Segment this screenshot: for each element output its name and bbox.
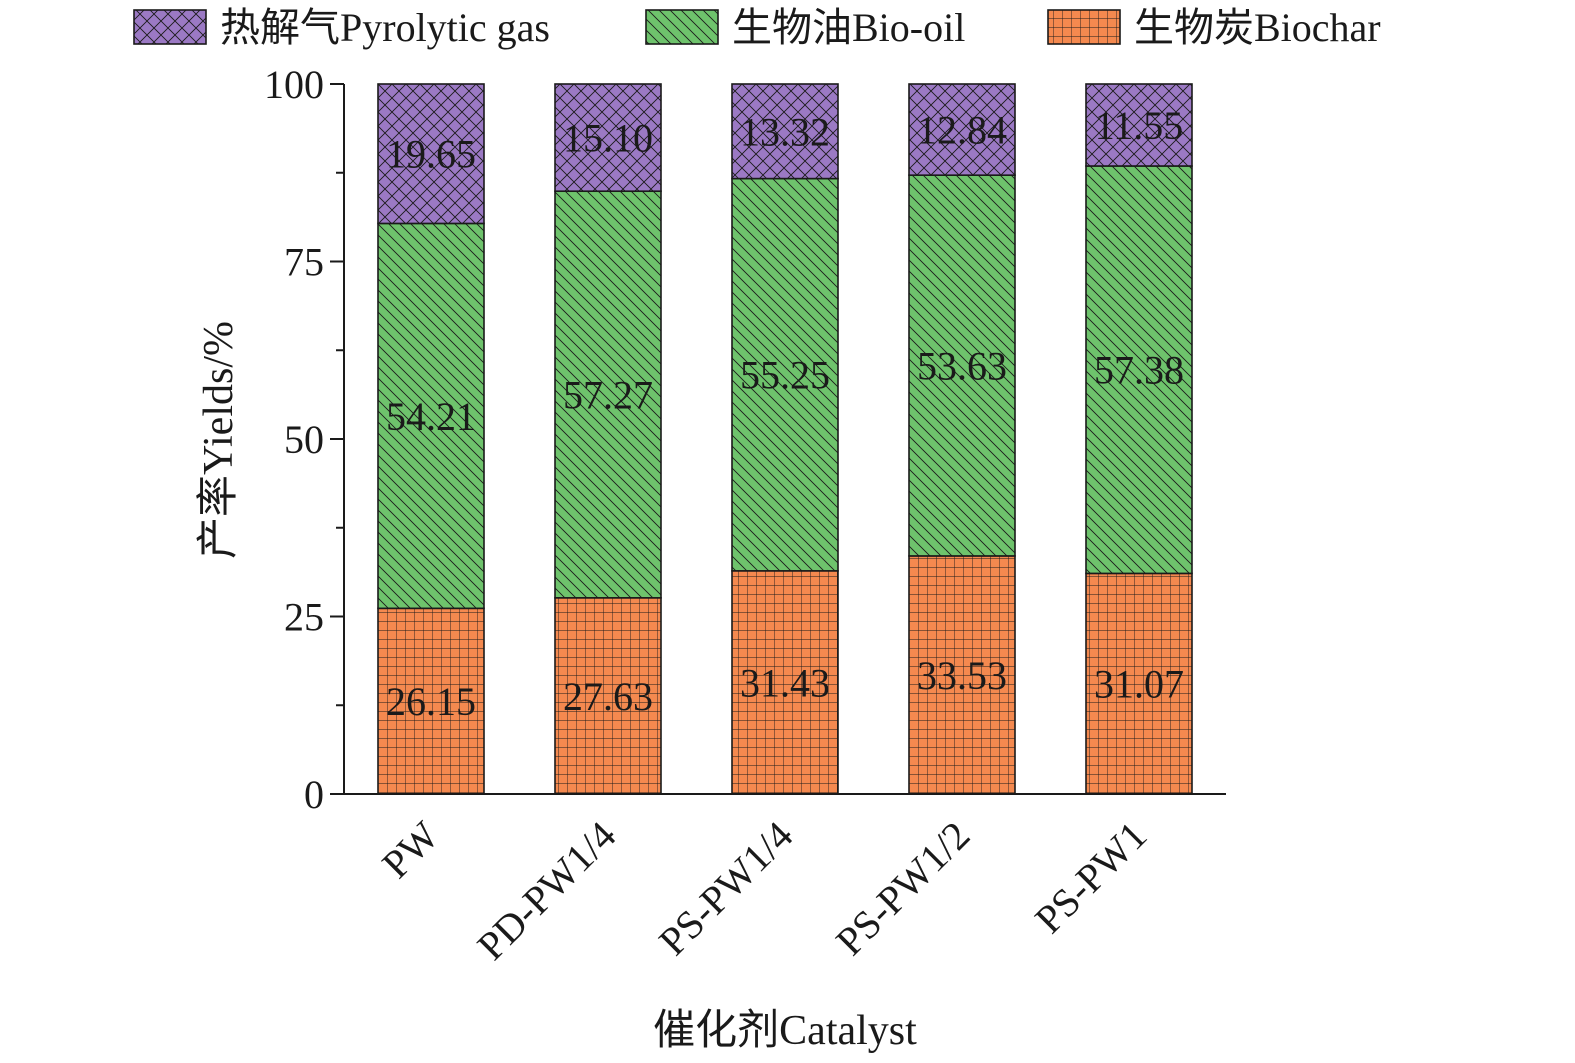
x-tick-label: PS-PW1/2 [827, 813, 978, 964]
legend-label: 生物油Bio-oil [732, 5, 965, 50]
bar-segment [731, 83, 839, 180]
bar-pattern [908, 83, 1016, 176]
data-label: 33.53 [917, 653, 1007, 698]
data-label: 54.21 [386, 394, 476, 439]
bar-segment [908, 174, 1016, 557]
y-tick-label: 50 [284, 417, 324, 462]
bar-pattern [731, 83, 839, 180]
bar-segment [1085, 572, 1193, 795]
y-tick-label: 100 [264, 62, 324, 107]
y-tick-label: 75 [284, 240, 324, 285]
data-label: 11.55 [1095, 103, 1184, 148]
legend-label: 生物炭Biochar [1134, 5, 1381, 50]
bar-segment [554, 190, 662, 599]
legend-swatch-pattern [133, 9, 207, 45]
x-tick-label: PD-PW1/4 [468, 813, 624, 969]
legend-item: 生物油Bio-oil [645, 5, 965, 50]
bar-pattern [554, 190, 662, 599]
data-label: 55.25 [740, 353, 830, 398]
bar-segment [1085, 165, 1193, 575]
bar-pattern [731, 177, 839, 572]
data-label: 27.63 [563, 674, 653, 719]
bar-pattern [1085, 83, 1193, 167]
data-label: 31.07 [1094, 662, 1184, 707]
bar-pattern [1085, 572, 1193, 795]
data-label: 12.84 [917, 108, 1007, 153]
bar-pattern [377, 222, 485, 610]
legend-label: 热解气Pyrolytic gas [220, 5, 550, 50]
bar-pattern [1085, 165, 1193, 575]
bar-pattern [377, 83, 485, 225]
bar-pattern [377, 607, 485, 795]
bar-segment [377, 222, 485, 610]
bar-segment [377, 83, 485, 225]
bar-segment [377, 607, 485, 795]
data-label: 57.27 [563, 373, 653, 418]
legend: 热解气Pyrolytic gas 生物油Bio-oil 生物炭Biochar [133, 5, 1381, 50]
bar-segment [731, 177, 839, 572]
y-axis-title: 产率Yields/% [195, 321, 242, 559]
x-tick-label: PW [373, 812, 447, 886]
y-tick-label: 0 [304, 772, 324, 817]
legend-item: 热解气Pyrolytic gas [133, 5, 550, 50]
legend-swatch-pattern [645, 9, 719, 45]
data-label: 57.38 [1094, 348, 1184, 393]
bar-segment [554, 83, 662, 193]
legend-swatch-pattern [1047, 9, 1121, 45]
data-label: 19.65 [386, 132, 476, 177]
x-tick-label: PS-PW1 [1026, 813, 1155, 942]
bar-pattern [908, 174, 1016, 557]
data-label: 13.32 [740, 109, 830, 154]
data-labels-group: 26.15 54.21 19.65 27.63 57.27 15.10 31.43 55.25… [386, 103, 1184, 724]
data-label: 15.10 [563, 116, 653, 161]
bar-segment [908, 83, 1016, 176]
bar-pattern [554, 83, 662, 193]
bars-group [377, 83, 1193, 795]
y-tick-label: 25 [284, 595, 324, 640]
data-label: 53.63 [917, 344, 1007, 389]
x-axis-title: 催化剂Catalyst [653, 1008, 917, 1054]
x-tick-label: PS-PW1/4 [650, 813, 801, 964]
bar-segment [908, 555, 1016, 795]
data-label: 31.43 [740, 660, 830, 705]
legend-item: 生物炭Biochar [1047, 5, 1381, 50]
data-label: 26.15 [386, 679, 476, 724]
bar-pattern [908, 555, 1016, 795]
bar-segment [1085, 83, 1193, 167]
